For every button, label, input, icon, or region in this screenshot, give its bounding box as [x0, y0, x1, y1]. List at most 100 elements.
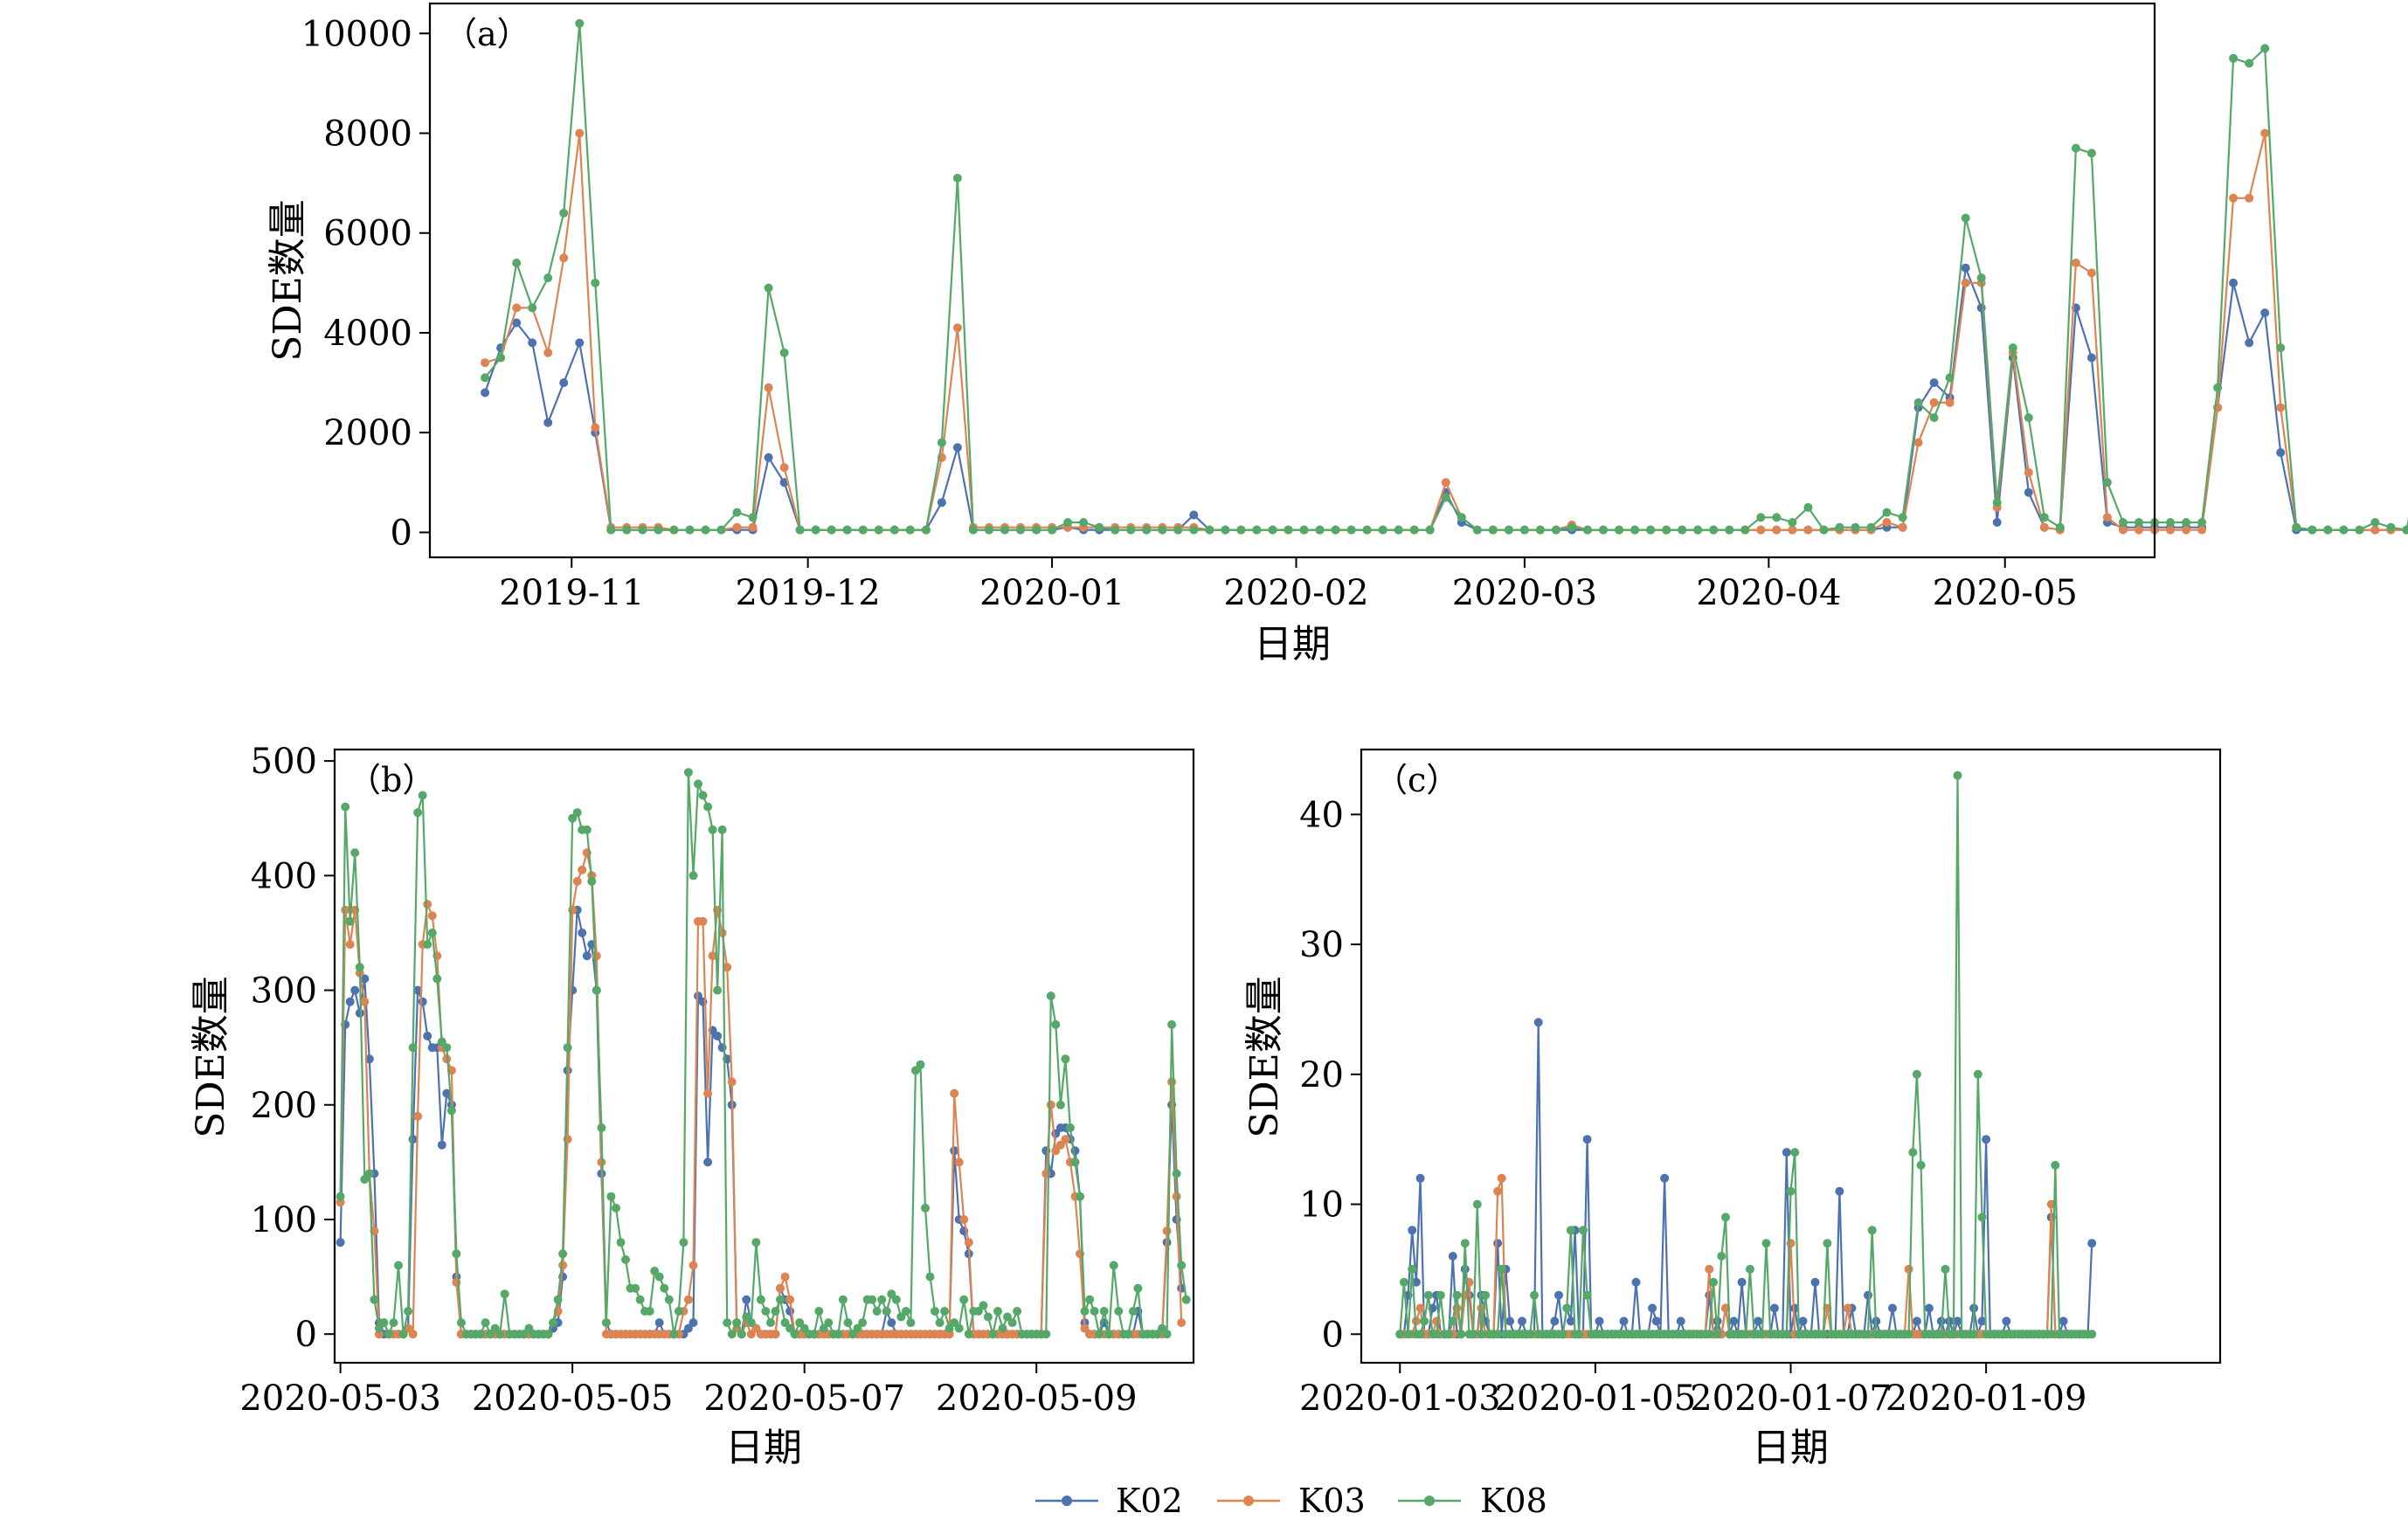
panel-a-point-k08 — [481, 373, 490, 383]
panel-b-point-k03 — [954, 1157, 964, 1167]
panel-a-point-k03 — [591, 423, 600, 432]
panel-b-point-k08 — [553, 1295, 563, 1304]
panel-c-y-tick-label: 40 — [1299, 795, 1344, 835]
panel-b-point-k03 — [959, 1215, 969, 1224]
panel-a-point-k02 — [575, 338, 585, 348]
panel-a-point-k02 — [2276, 448, 2286, 458]
panel-b-point-k08 — [1051, 1019, 1061, 1029]
panel-c-point-k03 — [1415, 1303, 1425, 1313]
panel-a-point-k08 — [1756, 513, 1766, 522]
panel-b-point-k08 — [452, 1249, 461, 1259]
panel-a-point-k03 — [2102, 513, 2112, 522]
panel-a-point-k08 — [543, 273, 553, 283]
panel-a-y-axis-title: SDE数量 — [266, 199, 310, 362]
panel-b-point-k02 — [578, 928, 587, 937]
panel-a-point-k08 — [858, 525, 868, 535]
panel-a-point-k08 — [1457, 513, 1466, 522]
panel-a-point-k02 — [528, 338, 537, 348]
panel-c-point-k02 — [1737, 1277, 1747, 1287]
panel-b-point-k03 — [708, 951, 717, 961]
panel-b-point-k08 — [717, 825, 727, 834]
panel-a-point-k08 — [795, 525, 805, 535]
panel-b-point-k08 — [456, 1318, 466, 1328]
panel-a-point-k08 — [1189, 525, 1199, 535]
panel-b-point-k08 — [1013, 1307, 1022, 1316]
panel-c-point-k02 — [1729, 1316, 1739, 1326]
panel-a-point-k08 — [874, 525, 883, 535]
panel-a-point-k08 — [575, 18, 585, 28]
panel-b-point-k08 — [364, 1169, 374, 1178]
panel-b-point-k03 — [423, 900, 432, 909]
panel-c-point-k08 — [2051, 1160, 2060, 1170]
panel-a-y-tick-label: 0 — [391, 513, 412, 553]
panel-a-point-k03 — [2118, 525, 2128, 535]
panel-a-point-k03 — [481, 358, 490, 368]
panel-c-point-k02 — [1798, 1316, 1808, 1326]
panel-b-point-k08 — [843, 1318, 853, 1328]
panel-a-point-k03 — [1756, 525, 1766, 535]
panel-a-x-tick-label: 2020-03 — [1452, 573, 1597, 613]
panel-b-point-k08 — [708, 825, 717, 834]
legend-marker-k08 — [1424, 1496, 1435, 1506]
panel-a-point-k08 — [937, 438, 946, 447]
panel-a-point-k02 — [1189, 510, 1199, 520]
panel-b-point-k02 — [654, 1318, 664, 1328]
panel-a-point-k08 — [1725, 525, 1734, 535]
panel-c-point-k08 — [1936, 1330, 1946, 1339]
panel-b-x-tick-label: 2020-05-09 — [936, 1378, 1138, 1419]
panel-a-point-k08 — [748, 513, 758, 522]
panel-a-point-k08 — [701, 525, 710, 535]
panel-a-point-k03 — [543, 348, 553, 357]
panel-c-x-tick-label: 2020-01-07 — [1690, 1378, 1892, 1419]
panel-a-point-k08 — [1851, 522, 1860, 532]
panel-b-point-k03 — [785, 1295, 795, 1304]
panel-a-point-k08 — [1362, 525, 1372, 535]
panel-b-point-k08 — [1099, 1307, 1109, 1316]
panel-b-point-k08 — [572, 808, 582, 818]
panel-a-point-k02 — [1961, 263, 1970, 273]
panel-b-point-k08 — [732, 1318, 742, 1328]
panel-c-point-k03 — [1432, 1316, 1442, 1326]
panel-b-point-k08 — [785, 1323, 795, 1333]
panel-b-point-k08 — [398, 1330, 408, 1339]
panel-c-point-k08 — [1582, 1290, 1592, 1300]
panel-a-point-k08 — [2402, 525, 2408, 535]
panel-c-x-tick-label: 2020-01-05 — [1495, 1378, 1697, 1419]
panel-b-point-k08 — [694, 779, 702, 789]
panel-a-point-k08 — [2370, 518, 2380, 527]
panel-a-point-k03 — [2229, 193, 2238, 203]
panel-b-point-k08 — [341, 802, 350, 812]
panel-c-point-k08 — [1864, 1330, 1872, 1339]
panel-b-point-k08 — [650, 1267, 660, 1275]
panel-b-point-k02 — [1070, 1146, 1080, 1156]
panel-a-point-k02 — [2086, 353, 2096, 363]
panel-a-point-k02 — [2229, 278, 2238, 287]
panel-c-point-k08 — [1948, 1330, 1958, 1339]
panel-b-point-k08 — [761, 1307, 771, 1316]
panel-b-point-k08 — [490, 1323, 500, 1333]
panel-b-point-k08 — [500, 1289, 509, 1299]
panel-b-point-k08 — [737, 1330, 746, 1339]
legend-marker-k02 — [1062, 1496, 1072, 1506]
panel-c-point-k02 — [1953, 1316, 1962, 1326]
panel-c-point-k02 — [2087, 1239, 2097, 1248]
panel-a-x-tick-label: 2020-01 — [979, 573, 1124, 613]
panel-c-point-k02 — [1554, 1290, 1563, 1300]
panel-a-point-k02 — [779, 478, 789, 487]
panel-a-point-k08 — [1472, 525, 1482, 535]
panel-b-point-k08 — [592, 985, 601, 995]
panel-b-point-k08 — [336, 1192, 345, 1201]
panel-b-point-k08 — [910, 1066, 920, 1075]
panel-c-point-k03 — [1786, 1239, 1796, 1248]
panel-a-point-k03 — [764, 383, 773, 392]
panel-c-point-k02 — [1533, 1018, 1543, 1027]
panel-a-point-k08 — [559, 208, 569, 218]
panel-c-point-k08 — [1420, 1316, 1429, 1326]
panel-a-point-k08 — [732, 508, 742, 517]
panel-b-point-k02 — [350, 985, 360, 995]
panel-c-point-k08 — [1741, 1330, 1751, 1339]
panel-a-point-k08 — [1519, 525, 1529, 535]
panel-b-series — [336, 768, 1191, 1339]
panel-a-series-k08 — [481, 18, 2408, 535]
